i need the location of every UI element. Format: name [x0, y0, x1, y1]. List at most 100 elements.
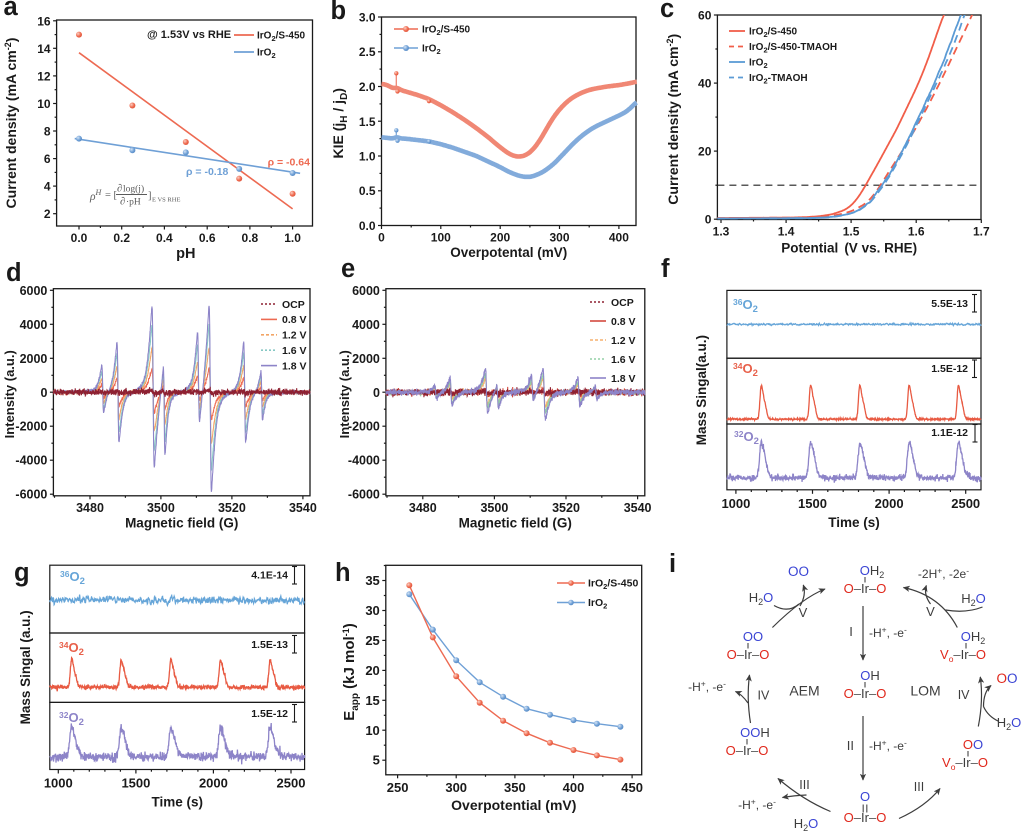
svg-text:1.7: 1.7: [973, 225, 990, 239]
svg-text:8: 8: [44, 125, 51, 139]
svg-text:Current density (mA cm-2): Current density (mA cm-2): [665, 34, 681, 205]
svg-text:Vo–Ir–O: Vo–Ir–O: [942, 755, 988, 772]
svg-text:30: 30: [365, 603, 379, 618]
svg-text:-H+, -e-: -H+, -e-: [738, 797, 776, 813]
svg-text:15: 15: [365, 693, 379, 708]
svg-text:32O2: 32O2: [734, 429, 759, 447]
svg-text:∂: ∂: [120, 197, 125, 208]
svg-text:]: ]: [148, 191, 152, 202]
svg-text:Time (s): Time (s): [828, 515, 880, 530]
svg-text:O–Ir–O: O–Ir–O: [727, 647, 770, 662]
svg-text:3480: 3480: [409, 501, 437, 515]
svg-text:Magnetic field (G): Magnetic field (G): [125, 515, 238, 530]
svg-text:3500: 3500: [480, 501, 508, 515]
svg-text:2000: 2000: [199, 776, 228, 791]
svg-text:Mass Singal(a.u.): Mass Singal(a.u.): [694, 335, 709, 445]
svg-text:H2O: H2O: [961, 591, 986, 608]
svg-text:Potential(V vs. RHE): Potential (V vs. RHE): [781, 241, 917, 256]
svg-text:Vo–Ir–O: Vo–Ir–O: [940, 647, 986, 664]
svg-text:20: 20: [365, 663, 379, 678]
svg-text:AEM: AEM: [789, 683, 819, 699]
svg-text:g: g: [14, 559, 30, 587]
svg-text:Mass Singal (a.u.): Mass Singal (a.u.): [18, 610, 33, 724]
svg-text:OOH: OOH: [740, 725, 770, 740]
svg-text:1.5: 1.5: [843, 225, 860, 239]
svg-text:H2O: H2O: [997, 715, 1022, 732]
svg-text:1.5E-12: 1.5E-12: [931, 363, 968, 375]
svg-text:e: e: [341, 255, 355, 283]
svg-text:1500: 1500: [121, 776, 150, 791]
svg-text:3540: 3540: [624, 501, 652, 515]
svg-text:∂: ∂: [117, 184, 122, 195]
svg-text:IrO2-TMAOH: IrO2-TMAOH: [749, 73, 808, 86]
svg-text:2000: 2000: [352, 352, 380, 366]
svg-text:Time (s): Time (s): [151, 795, 203, 810]
svg-text:OO: OO: [743, 629, 763, 644]
svg-text:ρ = -0.64: ρ = -0.64: [268, 157, 311, 169]
svg-text:I: I: [849, 624, 853, 639]
svg-text:250: 250: [387, 780, 409, 795]
svg-text:Intensity (a.u.): Intensity (a.u.): [337, 350, 352, 438]
svg-text:III: III: [799, 778, 809, 792]
svg-text:4000: 4000: [20, 318, 48, 332]
svg-text:2.5: 2.5: [359, 45, 376, 59]
svg-text:IrO2/S-450: IrO2/S-450: [749, 27, 798, 40]
svg-text:2500: 2500: [951, 496, 980, 511]
svg-text:2000: 2000: [875, 496, 904, 511]
svg-text:@ 1.53V vs RHE: @ 1.53V vs RHE: [147, 29, 231, 41]
svg-text:OO: OO: [996, 671, 1017, 686]
svg-text:0.0: 0.0: [359, 219, 376, 233]
svg-text:5: 5: [373, 753, 380, 768]
svg-text:-4000: -4000: [15, 454, 47, 468]
svg-text:0: 0: [373, 386, 380, 400]
svg-text:1.8 V: 1.8 V: [282, 360, 307, 372]
svg-text:-H+, -e-: -H+, -e-: [688, 679, 726, 695]
svg-text:0.5: 0.5: [359, 184, 376, 198]
svg-text:4.1E-14: 4.1E-14: [251, 570, 288, 582]
svg-text:6000: 6000: [352, 284, 380, 298]
svg-text:-H+, -e-: -H+, -e-: [869, 625, 907, 641]
svg-text:a: a: [4, 0, 19, 21]
svg-text:1.5E-13: 1.5E-13: [251, 639, 288, 651]
svg-text:Overpotential (mV): Overpotential (mV): [451, 797, 576, 813]
svg-text:1.8 V: 1.8 V: [611, 373, 636, 385]
svg-text:2: 2: [44, 207, 51, 221]
svg-text:LOM: LOM: [910, 683, 940, 699]
svg-text:O: O: [860, 789, 870, 804]
svg-text:0.8 V: 0.8 V: [282, 314, 307, 326]
svg-text:3540: 3540: [289, 501, 317, 515]
svg-text:1000: 1000: [721, 496, 750, 511]
svg-text:V: V: [799, 605, 808, 620]
svg-text:f: f: [661, 255, 670, 283]
svg-text:200: 200: [490, 231, 510, 245]
svg-text:300: 300: [445, 780, 467, 795]
svg-text:V: V: [926, 604, 935, 619]
svg-text:10: 10: [365, 723, 379, 738]
svg-text:1.6: 1.6: [908, 225, 925, 239]
svg-text:b: b: [331, 0, 347, 25]
svg-text:·pH: ·pH: [126, 198, 141, 208]
svg-text:O–Ir–O: O–Ir–O: [844, 686, 887, 701]
svg-text:400: 400: [609, 231, 629, 245]
svg-text:4000: 4000: [352, 318, 380, 332]
svg-text:1.6 V: 1.6 V: [282, 345, 307, 357]
svg-text:5.5E-13: 5.5E-13: [931, 298, 968, 310]
svg-text:-2000: -2000: [15, 420, 47, 434]
svg-text:1.2 V: 1.2 V: [611, 335, 636, 347]
svg-text:OH2: OH2: [961, 629, 986, 646]
svg-text:16: 16: [37, 14, 51, 28]
svg-text:32O2: 32O2: [59, 710, 84, 728]
svg-text:34O2: 34O2: [59, 640, 84, 658]
svg-text:2000: 2000: [20, 352, 48, 366]
svg-text:OH: OH: [860, 668, 880, 683]
svg-text:III: III: [914, 780, 924, 794]
svg-text:40: 40: [698, 77, 712, 91]
svg-text:IV: IV: [758, 689, 770, 703]
svg-text:pH: pH: [176, 246, 195, 262]
svg-text:1.1E-12: 1.1E-12: [931, 427, 968, 439]
svg-text:log(j): log(j): [123, 184, 144, 195]
svg-text:300: 300: [549, 231, 569, 245]
svg-text:1.5: 1.5: [359, 115, 376, 129]
svg-text:1.4: 1.4: [778, 225, 795, 239]
svg-text:O–Ir–O: O–Ir–O: [844, 581, 887, 596]
